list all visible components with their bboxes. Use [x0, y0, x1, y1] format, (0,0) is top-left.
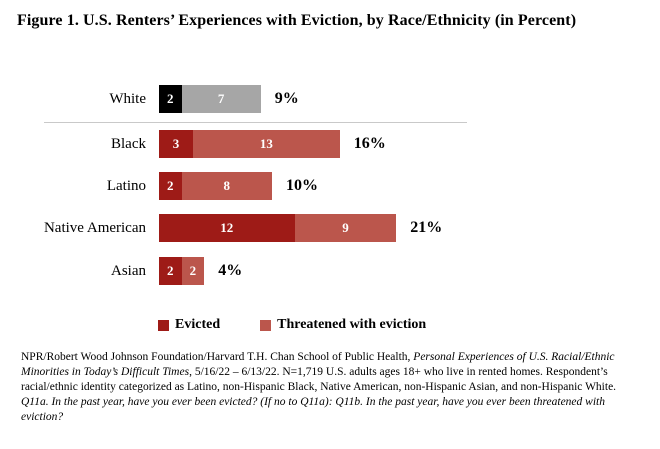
category-label-white: White — [109, 91, 146, 107]
source-note-questions: Q11a. In the past year, have you ever be… — [21, 396, 605, 423]
source-note: NPR/Robert Wood Johnson Foundation/Harva… — [21, 350, 642, 425]
threatened-color-swatch — [260, 319, 272, 331]
total-label-asian: 4% — [218, 262, 243, 279]
total-label-latino: 10% — [285, 177, 318, 194]
total-label-black: 16% — [353, 135, 386, 152]
chart-row-native-american: Native American 12 9 21% — [0, 214, 660, 242]
bar-native-american: 12 9 21% — [159, 214, 442, 242]
source-note-details: , 5/16/22 – 6/13/22. N=1,719 U.S. adults… — [21, 366, 617, 393]
segment-native-american-evicted: 12 — [159, 214, 295, 242]
chart-row-black: Black 3 13 16% — [0, 130, 660, 158]
total-label-native-american: 21% — [410, 219, 443, 236]
legend-item-threatened: Threatened with eviction — [260, 317, 426, 333]
segment-latino-evicted: 2 — [159, 172, 182, 200]
segment-white-threatened: 7 — [181, 85, 261, 113]
segment-white-evicted: 2 — [159, 85, 182, 113]
legend-label-threatened: Threatened with eviction — [277, 317, 427, 332]
chart-row-white: White 2 7 9% — [0, 85, 660, 113]
category-label-latino: Latino — [106, 178, 146, 194]
legend-label-evicted: Evicted — [175, 317, 221, 332]
segment-asian-threatened: 2 — [181, 257, 205, 285]
category-label-native-american: Native American — [43, 220, 146, 236]
category-label-asian: Asian — [111, 263, 146, 279]
white-row-divider — [44, 122, 467, 123]
bar-latino: 2 8 10% — [159, 172, 318, 200]
segment-native-american-threatened: 9 — [294, 214, 397, 242]
chart-row-asian: Asian 2 2 4% — [0, 257, 660, 285]
stacked-bar-chart: White 2 7 9% Black 3 13 16% Latino 2 8 10% Native Am… — [0, 85, 660, 285]
category-label-black: Black — [111, 136, 146, 152]
legend-item-evicted: Evicted — [158, 317, 220, 333]
segment-black-threatened: 13 — [192, 130, 340, 158]
total-label-white: 9% — [274, 90, 299, 107]
segment-black-evicted: 3 — [159, 130, 193, 158]
chart-row-latino: Latino 2 8 10% — [0, 172, 660, 200]
source-note-orgs: NPR/Robert Wood Johnson Foundation/Harva… — [21, 351, 414, 363]
bar-black: 3 13 16% — [159, 130, 386, 158]
segment-asian-evicted: 2 — [159, 257, 182, 285]
segment-latino-threatened: 8 — [181, 172, 272, 200]
source-note-study-title: Personal Experiences of U.S. Racial/Ethn… — [21, 351, 615, 378]
chart-legend: Evicted Threatened with eviction — [158, 317, 466, 333]
evicted-color-swatch — [158, 319, 169, 331]
bar-asian: 2 2 4% — [159, 257, 242, 285]
figure-title: Figure 1. U.S. Renters’ Experiences with… — [17, 12, 577, 29]
bar-white: 2 7 9% — [159, 85, 299, 113]
